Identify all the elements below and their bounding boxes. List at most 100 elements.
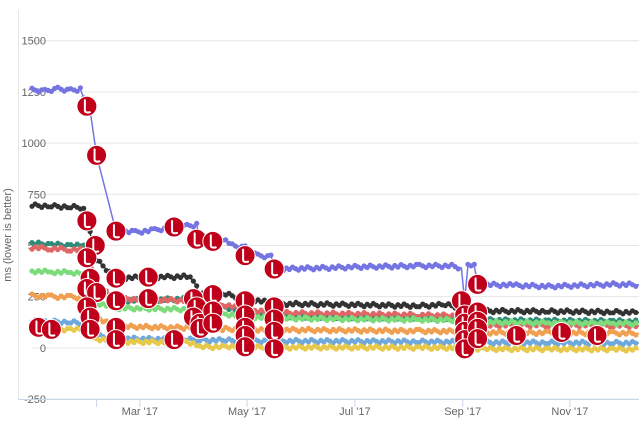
alert-marker[interactable] <box>105 220 127 242</box>
alert-icon <box>196 321 204 336</box>
alert-marker[interactable] <box>76 95 98 117</box>
alert-circle[interactable] <box>76 247 98 269</box>
alert-marker[interactable] <box>467 328 489 350</box>
data-point[interactable] <box>190 224 196 230</box>
alert-marker[interactable] <box>234 245 256 267</box>
alert-marker[interactable] <box>105 267 127 289</box>
data-point[interactable] <box>633 283 639 289</box>
x-tick-label: Sep '17 <box>444 406 481 418</box>
alert-circle[interactable] <box>40 318 62 340</box>
alert-circle[interactable] <box>137 266 159 288</box>
data-point[interactable] <box>190 278 196 284</box>
alert-circle[interactable] <box>551 321 573 343</box>
alert-icon <box>271 341 279 357</box>
alert-marker[interactable] <box>234 336 256 358</box>
alert-icon <box>83 213 91 229</box>
alert-circle[interactable] <box>105 329 127 351</box>
alert-icon <box>93 285 101 300</box>
data-point[interactable] <box>194 220 200 226</box>
y-axis-title: ms (lower is better) <box>2 188 14 282</box>
alert-marker[interactable] <box>586 325 608 347</box>
alert-marker[interactable] <box>163 216 185 238</box>
alert-icon <box>209 316 217 331</box>
data-point[interactable] <box>194 283 200 289</box>
alert-icon <box>271 261 279 277</box>
alert-circle[interactable] <box>76 210 98 232</box>
alert-marker[interactable] <box>163 329 185 351</box>
alert-circle[interactable] <box>163 216 185 238</box>
alert-circle[interactable] <box>234 245 256 267</box>
x-tick-label: Jul '17 <box>339 406 370 418</box>
alert-icon <box>93 148 101 163</box>
alert-circle[interactable] <box>263 338 285 360</box>
alert-circle[interactable] <box>79 318 101 340</box>
alert-circle[interactable] <box>467 273 489 295</box>
alert-icon <box>193 232 201 247</box>
alert-circle[interactable] <box>467 328 489 350</box>
data-point[interactable] <box>633 332 639 338</box>
alert-marker[interactable] <box>467 273 489 295</box>
alert-icon <box>145 291 153 306</box>
alert-marker[interactable] <box>86 144 108 166</box>
data-point[interactable] <box>77 85 83 91</box>
data-point[interactable] <box>633 309 639 316</box>
alert-marker[interactable] <box>137 288 159 310</box>
alert-marker[interactable] <box>505 325 527 347</box>
alert-marker[interactable] <box>105 329 127 351</box>
alert-icon <box>242 339 250 355</box>
alert-marker[interactable] <box>551 321 573 343</box>
data-point[interactable] <box>633 320 639 326</box>
alert-marker[interactable] <box>263 338 285 360</box>
alert-icon <box>35 320 43 335</box>
data-point[interactable] <box>633 345 639 351</box>
alert-circle[interactable] <box>234 336 256 358</box>
data-point[interactable] <box>471 261 477 267</box>
y-tick-label: 1000 <box>22 138 46 150</box>
series-1 <box>29 84 639 301</box>
alert-marker[interactable] <box>76 247 98 269</box>
alert-icon <box>83 99 91 114</box>
data-point[interactable] <box>74 88 80 94</box>
alert-circle[interactable] <box>105 290 127 312</box>
alert-icon <box>461 341 469 357</box>
data-point[interactable] <box>100 263 106 269</box>
alert-marker[interactable] <box>105 290 127 312</box>
data-point[interactable] <box>223 237 229 243</box>
alert-circle[interactable] <box>202 312 224 334</box>
alert-markers <box>27 95 608 360</box>
y-tick-label: 1500 <box>22 36 46 48</box>
alert-circle[interactable] <box>86 144 108 166</box>
alert-icon <box>594 328 602 343</box>
alert-marker[interactable] <box>202 230 224 252</box>
alert-marker[interactable] <box>79 318 101 340</box>
alert-icon <box>271 324 279 339</box>
alert-circle[interactable] <box>105 267 127 289</box>
alert-circle[interactable] <box>586 325 608 347</box>
alert-icon <box>171 220 179 235</box>
data-point[interactable] <box>97 258 103 264</box>
alert-circle[interactable] <box>505 325 527 347</box>
data-point[interactable] <box>455 266 461 272</box>
alert-icon <box>83 250 91 265</box>
alert-icon <box>513 328 521 343</box>
alert-marker[interactable] <box>137 266 159 288</box>
alert-marker[interactable] <box>40 318 62 340</box>
alert-marker[interactable] <box>263 258 285 280</box>
alert-circle[interactable] <box>202 230 224 252</box>
alert-marker[interactable] <box>202 312 224 334</box>
alert-marker[interactable] <box>263 320 285 342</box>
alert-circle[interactable] <box>105 220 127 242</box>
data-point[interactable] <box>81 205 87 211</box>
data-point[interactable] <box>268 252 274 258</box>
alert-circle[interactable] <box>76 95 98 117</box>
data-point[interactable] <box>633 340 639 346</box>
alert-icon <box>474 331 482 346</box>
alert-circle[interactable] <box>137 288 159 310</box>
alert-marker[interactable] <box>76 210 98 232</box>
alert-icon <box>242 248 250 263</box>
data-point[interactable] <box>181 326 187 332</box>
alert-circle[interactable] <box>163 329 185 351</box>
alert-circle[interactable] <box>263 258 285 280</box>
data-point[interactable] <box>187 274 193 280</box>
